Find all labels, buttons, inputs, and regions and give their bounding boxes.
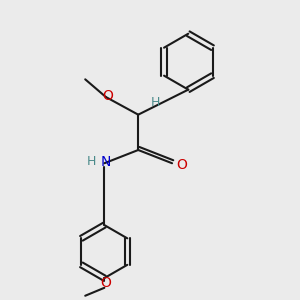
Text: N: N	[100, 155, 111, 169]
Text: H: H	[151, 96, 160, 110]
Text: H: H	[86, 155, 96, 168]
Text: O: O	[100, 276, 111, 290]
Text: O: O	[176, 158, 187, 172]
Text: O: O	[102, 88, 113, 103]
